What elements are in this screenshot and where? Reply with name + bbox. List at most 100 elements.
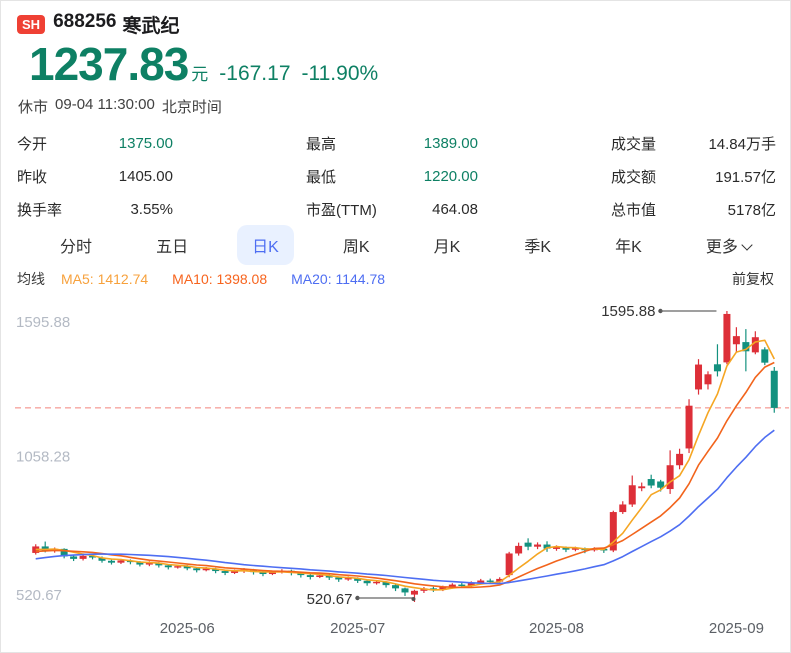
candle-body bbox=[742, 342, 750, 352]
candle-body bbox=[609, 512, 617, 551]
quote-time: 09-04 11:30:00 bbox=[55, 96, 155, 113]
tab-分时[interactable]: 分时 bbox=[60, 239, 93, 256]
stat-value: 464.08 bbox=[432, 201, 478, 218]
candle-body bbox=[259, 572, 267, 575]
tab-五日[interactable]: 五日 bbox=[156, 239, 189, 256]
candle-body bbox=[221, 571, 229, 573]
stock-name: 寒武纪 bbox=[122, 16, 180, 37]
candle-body bbox=[628, 485, 636, 505]
candle-body bbox=[505, 553, 513, 576]
candle-body bbox=[543, 544, 551, 549]
candle-body bbox=[751, 337, 759, 353]
stat-value: 1375.00 bbox=[118, 135, 173, 152]
stat-label: 最高 bbox=[306, 136, 337, 153]
candle-body bbox=[60, 548, 68, 557]
timezone-label: 北京时间 bbox=[161, 99, 222, 116]
stats-column-2: 最高 1389.00 最低 1220.00 市盈(TTM) 464.08 bbox=[306, 127, 478, 226]
y-axis-label: 520.67 bbox=[16, 587, 62, 604]
candle-body bbox=[429, 588, 437, 590]
ma-legend-items: MA5: 1412.74 MA10: 1398.08 MA20: 1144.78 bbox=[61, 271, 385, 287]
stat-row: 最低 1220.00 bbox=[306, 160, 478, 193]
candle-body bbox=[306, 575, 314, 578]
stat-label: 总市值 bbox=[611, 202, 657, 219]
y-axis-label: 1058.28 bbox=[16, 448, 70, 465]
candle-body bbox=[695, 364, 703, 390]
stat-row: 换手率 3.55% bbox=[17, 193, 173, 226]
stock-title: 688256 寒武纪 bbox=[53, 11, 179, 38]
ma-legend-row: 均线 MA5: 1412.74 MA10: 1398.08 MA20: 1144.7… bbox=[17, 269, 774, 289]
candle-body bbox=[713, 364, 721, 372]
candle-body bbox=[401, 588, 409, 593]
stats-column-1: 今开 1375.00 昨收 1405.00 换手率 3.55% bbox=[17, 127, 173, 226]
candle-body bbox=[486, 580, 494, 582]
annotation-dot bbox=[355, 595, 360, 601]
candle-body bbox=[524, 542, 532, 547]
ma-legend-title: 均线 bbox=[17, 271, 45, 287]
candle-body bbox=[183, 566, 191, 569]
stat-label: 今开 bbox=[17, 136, 48, 153]
candle-body bbox=[732, 336, 740, 345]
candle-body bbox=[231, 571, 239, 573]
tab-月K[interactable]: 月K bbox=[433, 239, 461, 256]
candle-body bbox=[297, 572, 305, 576]
high-annotation-label: 1595.88 bbox=[601, 303, 655, 320]
candle-body bbox=[571, 548, 579, 550]
price-change-percent: -11.90% bbox=[301, 62, 379, 85]
candle-body bbox=[363, 580, 371, 584]
candle-body bbox=[410, 590, 418, 595]
candle-body bbox=[344, 578, 352, 580]
low-annotation-label: 520.67 bbox=[307, 591, 353, 608]
candle-body bbox=[316, 575, 324, 578]
annotation-dot bbox=[411, 597, 416, 601]
candle-body bbox=[89, 555, 97, 558]
tab-周K[interactable]: 周K bbox=[342, 239, 370, 256]
x-axis-label: 2025-08 bbox=[529, 620, 584, 637]
tab-年K[interactable]: 年K bbox=[615, 239, 642, 256]
price-adjust-mode[interactable]: 前复权 bbox=[732, 271, 774, 287]
candle-body bbox=[685, 405, 693, 449]
stat-value: 1389.00 bbox=[423, 135, 478, 152]
candle-body bbox=[174, 566, 182, 568]
candle-body bbox=[647, 479, 655, 486]
candle-body bbox=[193, 568, 201, 571]
stat-value: 5178亿 bbox=[727, 202, 776, 219]
stat-value: 14.84万手 bbox=[708, 136, 776, 153]
stat-row: 昨收 1405.00 bbox=[17, 160, 173, 193]
stat-label: 最低 bbox=[306, 169, 337, 186]
candle-body bbox=[496, 578, 504, 582]
candle-body bbox=[164, 565, 172, 568]
candle-body bbox=[439, 587, 447, 590]
candle-body bbox=[770, 370, 778, 408]
tab-更多[interactable]: 更多 bbox=[691, 225, 766, 265]
candle-body bbox=[477, 580, 485, 583]
stat-value: 3.55% bbox=[130, 201, 173, 218]
candle-body bbox=[155, 562, 163, 566]
y-axis-label: 1595.88 bbox=[16, 314, 70, 331]
candle-body bbox=[657, 481, 665, 488]
stat-label: 昨收 bbox=[17, 169, 48, 186]
candle-body bbox=[354, 578, 362, 581]
chevron-down-icon bbox=[741, 239, 753, 251]
tab-日K[interactable]: 日K bbox=[237, 225, 294, 265]
market-status: 休市 bbox=[18, 99, 49, 116]
candle-body bbox=[98, 557, 106, 561]
candle-body bbox=[117, 560, 125, 563]
stat-value: 1405.00 bbox=[118, 168, 173, 185]
candle-body bbox=[666, 465, 674, 490]
stock-code: 688256 bbox=[53, 11, 117, 32]
candle-body bbox=[458, 584, 466, 586]
tab-季K[interactable]: 季K bbox=[524, 239, 552, 256]
candle-body bbox=[70, 556, 78, 559]
price-row: 1237.83 元 -167.17 -11.90% bbox=[29, 37, 378, 91]
stat-value: 1220.00 bbox=[423, 168, 478, 185]
candle-body bbox=[41, 546, 49, 551]
stat-label: 成交额 bbox=[611, 169, 657, 186]
ma-legend-item: MA10: 1398.08 bbox=[172, 271, 268, 287]
candle-body bbox=[79, 555, 87, 559]
candle-body bbox=[335, 577, 343, 580]
candle-body bbox=[202, 568, 210, 571]
candle-body bbox=[448, 584, 456, 588]
kline-chart[interactable]: 1595.88 1058.28 520.67 2025-06 2025-07 2025-0… bbox=[1, 296, 791, 646]
stat-row: 成交量 14.84万手 bbox=[611, 127, 776, 160]
candle-body bbox=[761, 349, 769, 363]
